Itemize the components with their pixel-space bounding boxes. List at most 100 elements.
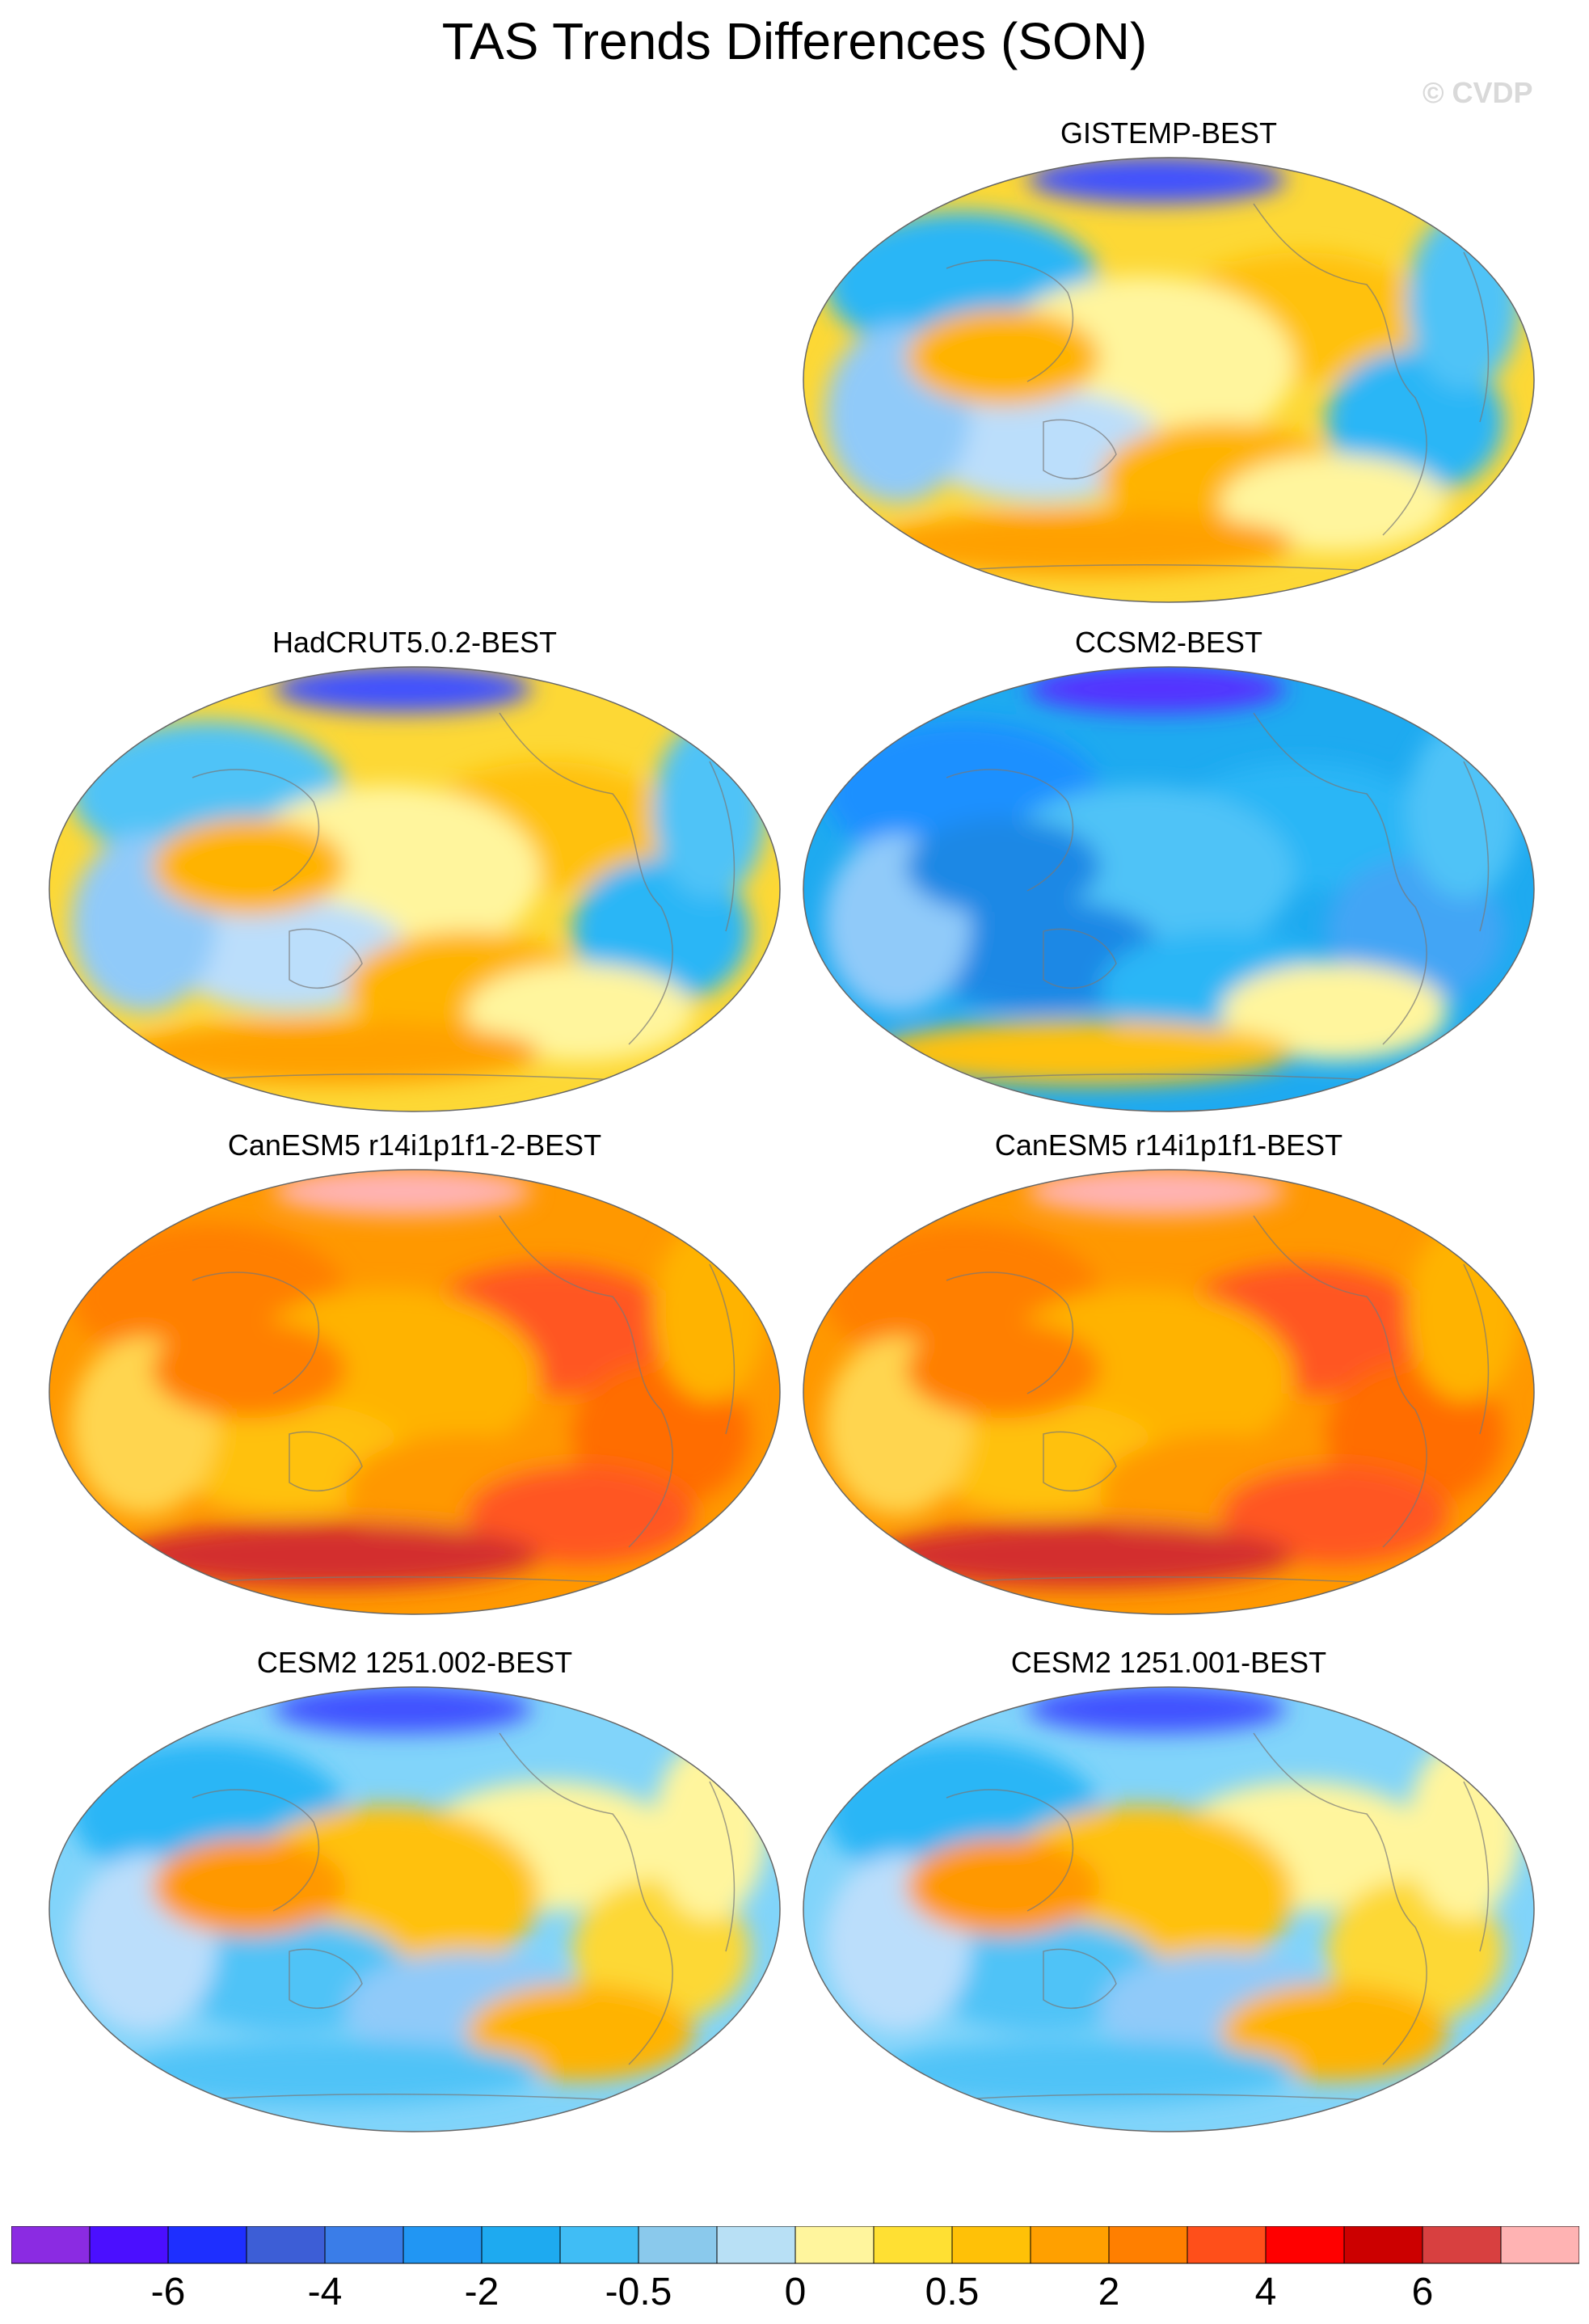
colorbar-swatch	[1343, 2226, 1423, 2264]
coastline	[709, 1263, 735, 1435]
coastline	[499, 712, 673, 1045]
colorbar-swatch	[246, 2226, 326, 2264]
colorbar-swatch	[873, 2226, 953, 2264]
map-region	[874, 1523, 1294, 1588]
colorbar-swatch	[1500, 2226, 1579, 2264]
map-region	[653, 721, 766, 899]
coastline	[1253, 1215, 1427, 1548]
map-region	[1027, 1170, 1286, 1216]
panel-title-gistemp: GISTEMP-BEST	[1060, 116, 1278, 150]
colorbar-swatch	[951, 2226, 1031, 2264]
colorbar-swatch	[1030, 2226, 1110, 2264]
map-region	[152, 818, 346, 915]
colorbar-swatch	[1265, 2226, 1345, 2264]
coastline	[192, 1272, 320, 1394]
colorbar-tick-label: 6	[1411, 2271, 1434, 2313]
panel-title-ccsm2: CCSM2-BEST	[1074, 626, 1263, 659]
map-region	[1027, 158, 1286, 204]
colorbar-tick-label: -4	[307, 2271, 343, 2313]
map-region	[653, 1224, 766, 1402]
coastline	[1463, 1781, 1490, 1952]
coastline	[289, 1431, 363, 1492]
coastline	[946, 259, 1074, 382]
colorbar-tick-label: 4	[1254, 2271, 1277, 2313]
map-region	[653, 1741, 766, 1919]
colorbar-tick-label: -6	[150, 2271, 186, 2313]
panel-title-canesm5: CanESM5 r14i1p1f1-BEST	[994, 1128, 1343, 1162]
coastline	[499, 1215, 673, 1548]
map-region	[152, 1838, 346, 1935]
coastline	[1043, 1948, 1117, 2010]
map-region	[1027, 1687, 1286, 1733]
map-cesm2-002	[48, 1686, 781, 2132]
map-region	[1407, 721, 1520, 899]
colorbar-swatch	[481, 2226, 561, 2264]
colorbar-tick-label: 2	[1098, 2271, 1120, 2313]
map-ccsm2	[803, 666, 1535, 1112]
coastline	[499, 1732, 673, 2065]
map-region	[1407, 212, 1520, 390]
colorbar-tick-label: 0.5	[925, 2271, 980, 2313]
coastline	[289, 928, 363, 989]
map-region	[1027, 667, 1286, 713]
colorbar-swatch	[403, 2226, 483, 2264]
coastline	[1253, 203, 1427, 536]
coastline	[1463, 251, 1490, 423]
coastline	[1253, 1732, 1427, 2065]
coastline	[1043, 419, 1117, 480]
map-region	[906, 309, 1100, 406]
colorbar-swatch	[1108, 2226, 1188, 2264]
colorbar-swatch	[167, 2226, 247, 2264]
colorbar-swatch	[638, 2226, 718, 2264]
map-hadcrut	[48, 666, 781, 1112]
coastline	[1463, 1263, 1490, 1435]
colorbar-tick-label: -0.5	[605, 2271, 672, 2313]
panel-title-hadcrut: HadCRUT5.0.2-BEST	[272, 626, 558, 659]
colorbar-swatch	[11, 2226, 91, 2264]
coastline	[289, 1948, 363, 2010]
colorbar-tick-label: 0	[784, 2271, 807, 2313]
map-region	[273, 1687, 532, 1733]
coastline	[1043, 1431, 1117, 1492]
map-region	[152, 1321, 346, 1418]
coastline	[192, 1789, 320, 1912]
map-region	[120, 1523, 540, 1588]
colorbar-swatch	[1186, 2226, 1267, 2264]
map-region	[273, 1170, 532, 1216]
map-region	[1407, 1741, 1520, 1919]
watermark: © CVDP	[1423, 76, 1533, 109]
colorbar-swatch	[794, 2226, 875, 2264]
colorbar-swatch	[716, 2226, 796, 2264]
coastline	[1043, 928, 1117, 989]
map-region	[120, 1020, 540, 1085]
colorbar-swatch	[89, 2226, 169, 2264]
map-canesm5-2	[48, 1169, 781, 1615]
map-gistemp	[803, 157, 1535, 603]
coastline	[192, 769, 320, 892]
map-region	[1407, 1224, 1520, 1402]
colorbar-tick-label: -2	[464, 2271, 499, 2313]
coastline	[946, 1789, 1074, 1912]
panel-title-canesm5-2: CanESM5 r14i1p1f1-2-BEST	[227, 1128, 602, 1162]
panel-title-cesm2-002: CESM2 1251.002-BEST	[256, 1646, 573, 1679]
colorbar-swatch	[559, 2226, 639, 2264]
map-cesm2-001	[803, 1686, 1535, 2132]
map-region	[273, 667, 532, 713]
map-region	[906, 1838, 1100, 1935]
coastline	[709, 761, 735, 932]
map-region	[874, 2040, 1294, 2105]
map-region	[906, 1321, 1100, 1418]
panel-title-cesm2-001: CESM2 1251.001-BEST	[1010, 1646, 1327, 1679]
colorbar	[11, 2226, 1579, 2264]
coastline	[946, 1272, 1074, 1394]
map-region	[874, 511, 1294, 576]
map-canesm5	[803, 1169, 1535, 1615]
map-region	[874, 1020, 1294, 1085]
colorbar-swatch	[324, 2226, 404, 2264]
map-region	[120, 2040, 540, 2105]
map-region	[906, 818, 1100, 915]
colorbar-swatch	[1422, 2226, 1502, 2264]
figure-title: TAS Trends Differences (SON)	[441, 12, 1148, 70]
coastline	[709, 1781, 735, 1952]
coastline	[1463, 761, 1490, 932]
